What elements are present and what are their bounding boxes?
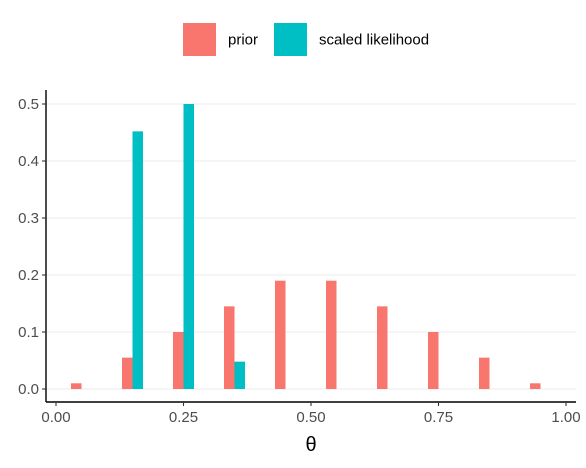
bar-prior bbox=[122, 357, 133, 389]
y-tick-label: 0.3 bbox=[18, 210, 39, 227]
x-tick-label: 0.75 bbox=[424, 409, 453, 426]
bar-prior bbox=[428, 332, 439, 389]
legend-label: prior bbox=[228, 32, 258, 49]
bar-prior bbox=[173, 332, 184, 389]
y-tick-label: 0.2 bbox=[18, 267, 39, 284]
legend-label: scaled likelihood bbox=[319, 32, 429, 49]
legend-key bbox=[183, 23, 216, 56]
y-tick-label: 0.5 bbox=[18, 96, 39, 113]
x-axis-title: θ bbox=[305, 434, 316, 456]
legend: prior scaled likelihood bbox=[183, 23, 429, 56]
x-tick-label: 0.00 bbox=[41, 409, 70, 426]
bar-prior bbox=[71, 383, 82, 389]
x-tick-label: 0.25 bbox=[169, 409, 198, 426]
bar-scaled-likelihood bbox=[183, 104, 194, 389]
axes bbox=[45, 90, 576, 403]
gridlines bbox=[46, 103, 576, 390]
ticks: 0.0 0.1 0.2 0.3 0.4 0.5 0.00 0.25 0.50 0.75 1.00 bbox=[18, 96, 580, 426]
bars bbox=[71, 104, 541, 390]
legend-key bbox=[274, 23, 307, 56]
bar-prior bbox=[377, 306, 388, 389]
y-tick-label: 0.1 bbox=[18, 324, 39, 341]
bar-prior bbox=[275, 280, 286, 389]
bar-prior bbox=[224, 306, 235, 389]
x-tick-label: 0.50 bbox=[296, 409, 325, 426]
bar-prior bbox=[530, 383, 541, 389]
bar-prior bbox=[479, 357, 490, 389]
x-tick-label: 1.00 bbox=[551, 409, 580, 426]
bar-scaled-likelihood bbox=[234, 361, 245, 389]
y-tick-label: 0.4 bbox=[18, 153, 39, 170]
bar-scaled-likelihood bbox=[132, 131, 143, 390]
y-tick-label: 0.0 bbox=[18, 381, 39, 398]
bar-prior bbox=[326, 280, 337, 389]
